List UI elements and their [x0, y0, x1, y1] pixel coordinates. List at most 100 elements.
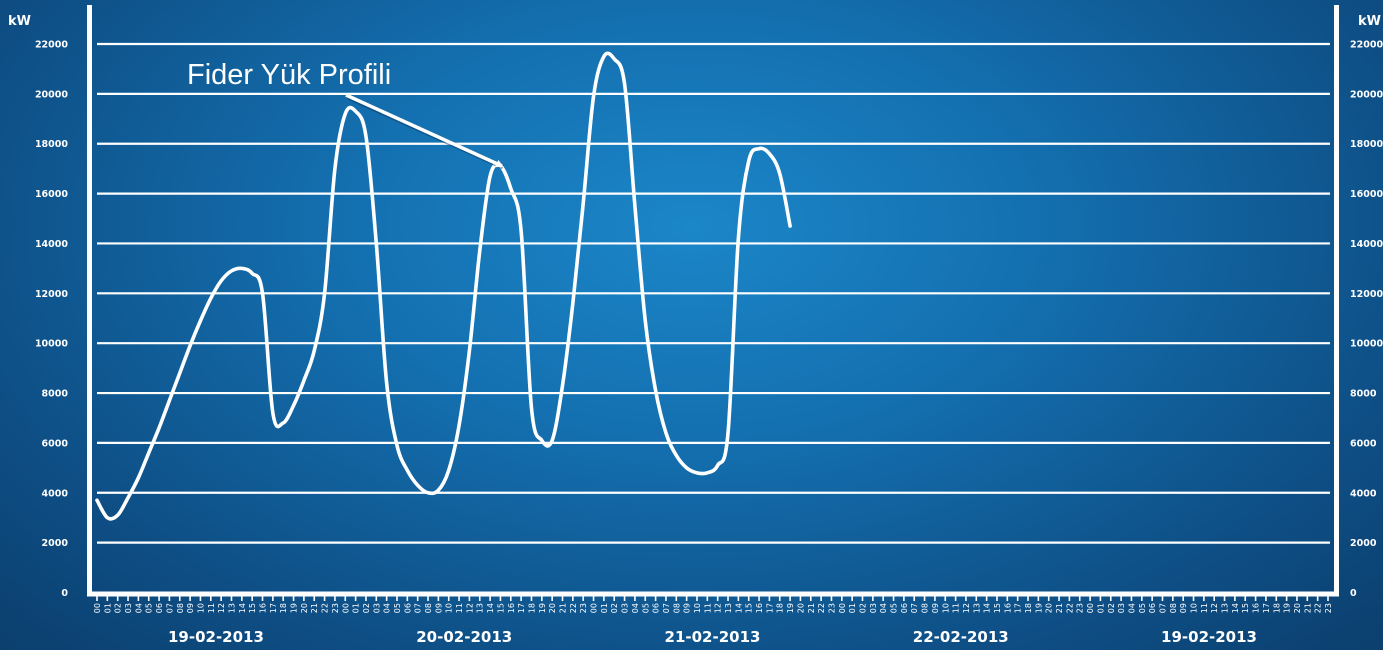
day-label: 22-02-2013 — [913, 628, 1009, 646]
x-tick-label: 09 — [186, 603, 195, 613]
y-tick-label-right: 0 — [1350, 588, 1357, 599]
y-tick-label-left: 18000 — [35, 139, 68, 150]
y-tick-label-left: 20000 — [35, 89, 68, 100]
x-tick-label: 18 — [1024, 603, 1033, 613]
x-tick-label: 22 — [1065, 603, 1074, 613]
x-tick-label: 05 — [890, 603, 899, 613]
x-tick-label: 06 — [1148, 603, 1157, 613]
x-tick-label: 19 — [538, 603, 547, 613]
x-tick-label: 06 — [155, 603, 164, 613]
y-tick-labels: 0 0 2000 2000 4000 4000 6000 6000 8000 8000 10000 1… — [35, 40, 1383, 600]
x-tick-label: 03 — [372, 603, 381, 613]
x-tick-label: 07 — [414, 603, 423, 613]
x-tick-label: 02 — [362, 603, 371, 613]
x-tick-label: 03 — [621, 603, 630, 613]
x-tick-label: 03 — [869, 603, 878, 613]
x-tick-label: 21 — [559, 603, 568, 613]
x-tick-label: 03 — [124, 603, 133, 613]
x-tick-label: 11 — [455, 603, 464, 613]
x-tick-label: 23 — [1076, 603, 1085, 613]
annotation-arrow — [345, 93, 504, 168]
x-tick-label: 21 — [807, 603, 816, 613]
x-tick-label: 08 — [1169, 603, 1178, 613]
y-tick-label-left: 6000 — [42, 438, 69, 449]
x-tick-label: 12 — [465, 603, 474, 613]
x-tick-label: 15 — [745, 603, 754, 613]
x-tick-label: 08 — [672, 603, 681, 613]
x-tick-label: 11 — [703, 603, 712, 613]
x-tick-label: 16 — [507, 603, 516, 613]
x-tick-label: 20 — [796, 603, 805, 613]
x-tick-label: 01 — [600, 603, 609, 613]
y-tick-label-right: 14000 — [1350, 239, 1383, 250]
x-tick-label: 13 — [972, 603, 981, 613]
x-tick-label: 07 — [910, 603, 919, 613]
x-tick-label: 15 — [496, 603, 505, 613]
x-tick-label: 19 — [786, 603, 795, 613]
x-tick-label: 17 — [269, 603, 278, 613]
x-tick-label: 09 — [683, 603, 692, 613]
x-tick-label: 09 — [931, 603, 940, 613]
y-tick-label-left: 8000 — [42, 389, 69, 400]
x-tick-label: 21 — [1303, 603, 1312, 613]
x-tick-label: 09 — [1179, 603, 1188, 613]
day-label: 19-02-2013 — [168, 628, 264, 646]
x-tick-label: 01 — [1096, 603, 1105, 613]
y-tick-label-right: 10000 — [1350, 339, 1383, 350]
y-tick-label-right: 20000 — [1350, 89, 1383, 100]
x-tick-label: 16 — [1252, 603, 1261, 613]
x-tick-label: 16 — [755, 603, 764, 613]
x-tick-label: 14 — [983, 603, 992, 613]
y-tick-label-left: 0 — [61, 588, 68, 599]
x-tick-label: 16 — [259, 603, 268, 613]
x-tick-label: 10 — [196, 603, 205, 613]
x-tick-label: 10 — [1190, 603, 1199, 613]
x-tick-label: 11 — [207, 603, 216, 613]
x-tick-label: 23 — [827, 603, 836, 613]
x-tick-label: 10 — [693, 603, 702, 613]
x-tick-label: 15 — [248, 603, 257, 613]
x-tick-label: 04 — [631, 603, 640, 613]
x-tick-label: 12 — [714, 603, 723, 613]
x-tick-label: 05 — [145, 603, 154, 613]
annotation-label: Fider Yük Profili — [187, 59, 391, 91]
x-tick-label: 13 — [1221, 603, 1230, 613]
x-tick-label: 01 — [352, 603, 361, 613]
x-tick-label: 20 — [1045, 603, 1054, 613]
x-tick-label: 06 — [403, 603, 412, 613]
x-tick-label: 00 — [590, 603, 599, 613]
x-tick-label: 17 — [1262, 603, 1271, 613]
x-tick-label: 12 — [217, 603, 226, 613]
x-tick-label: 20 — [300, 603, 309, 613]
x-tick-label: 13 — [476, 603, 485, 613]
y-tick-label-left: 2000 — [42, 538, 69, 549]
x-tick-label: 14 — [1231, 603, 1240, 613]
y-tick-label-right: 12000 — [1350, 289, 1383, 300]
x-tick-label: 23 — [1324, 603, 1333, 613]
x-tick-label: 00 — [1086, 603, 1095, 613]
x-tick-label: 04 — [383, 603, 392, 613]
x-tick-label: 22 — [321, 603, 330, 613]
x-tick-label: 08 — [424, 603, 433, 613]
x-tick-label: 02 — [114, 603, 123, 613]
x-tick-label: 21 — [1055, 603, 1064, 613]
x-tick-label: 13 — [724, 603, 733, 613]
x-tick-label: 00 — [341, 603, 350, 613]
day-label: 20-02-2013 — [416, 628, 512, 646]
x-tick-label: 18 — [279, 603, 288, 613]
x-tick-label: 22 — [817, 603, 826, 613]
axes — [87, 5, 1339, 597]
x-tick-label: 01 — [103, 603, 112, 613]
x-tick-label: 23 — [331, 603, 340, 613]
x-tick-label: 22 — [1314, 603, 1323, 613]
y-tick-label-left: 14000 — [35, 239, 68, 250]
x-tick-label: 18 — [527, 603, 536, 613]
x-tick-label: 19 — [1034, 603, 1043, 613]
x-tick-label: 14 — [486, 603, 495, 613]
x-tick-label: 18 — [776, 603, 785, 613]
y-tick-label-right: 2000 — [1350, 538, 1377, 549]
y-axis-unit-left: kW — [8, 14, 31, 29]
x-tick-label: 20 — [548, 603, 557, 613]
